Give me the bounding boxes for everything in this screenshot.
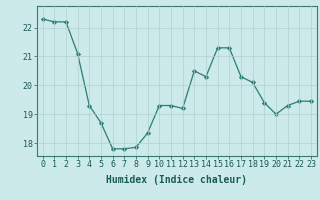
X-axis label: Humidex (Indice chaleur): Humidex (Indice chaleur) (106, 175, 247, 185)
